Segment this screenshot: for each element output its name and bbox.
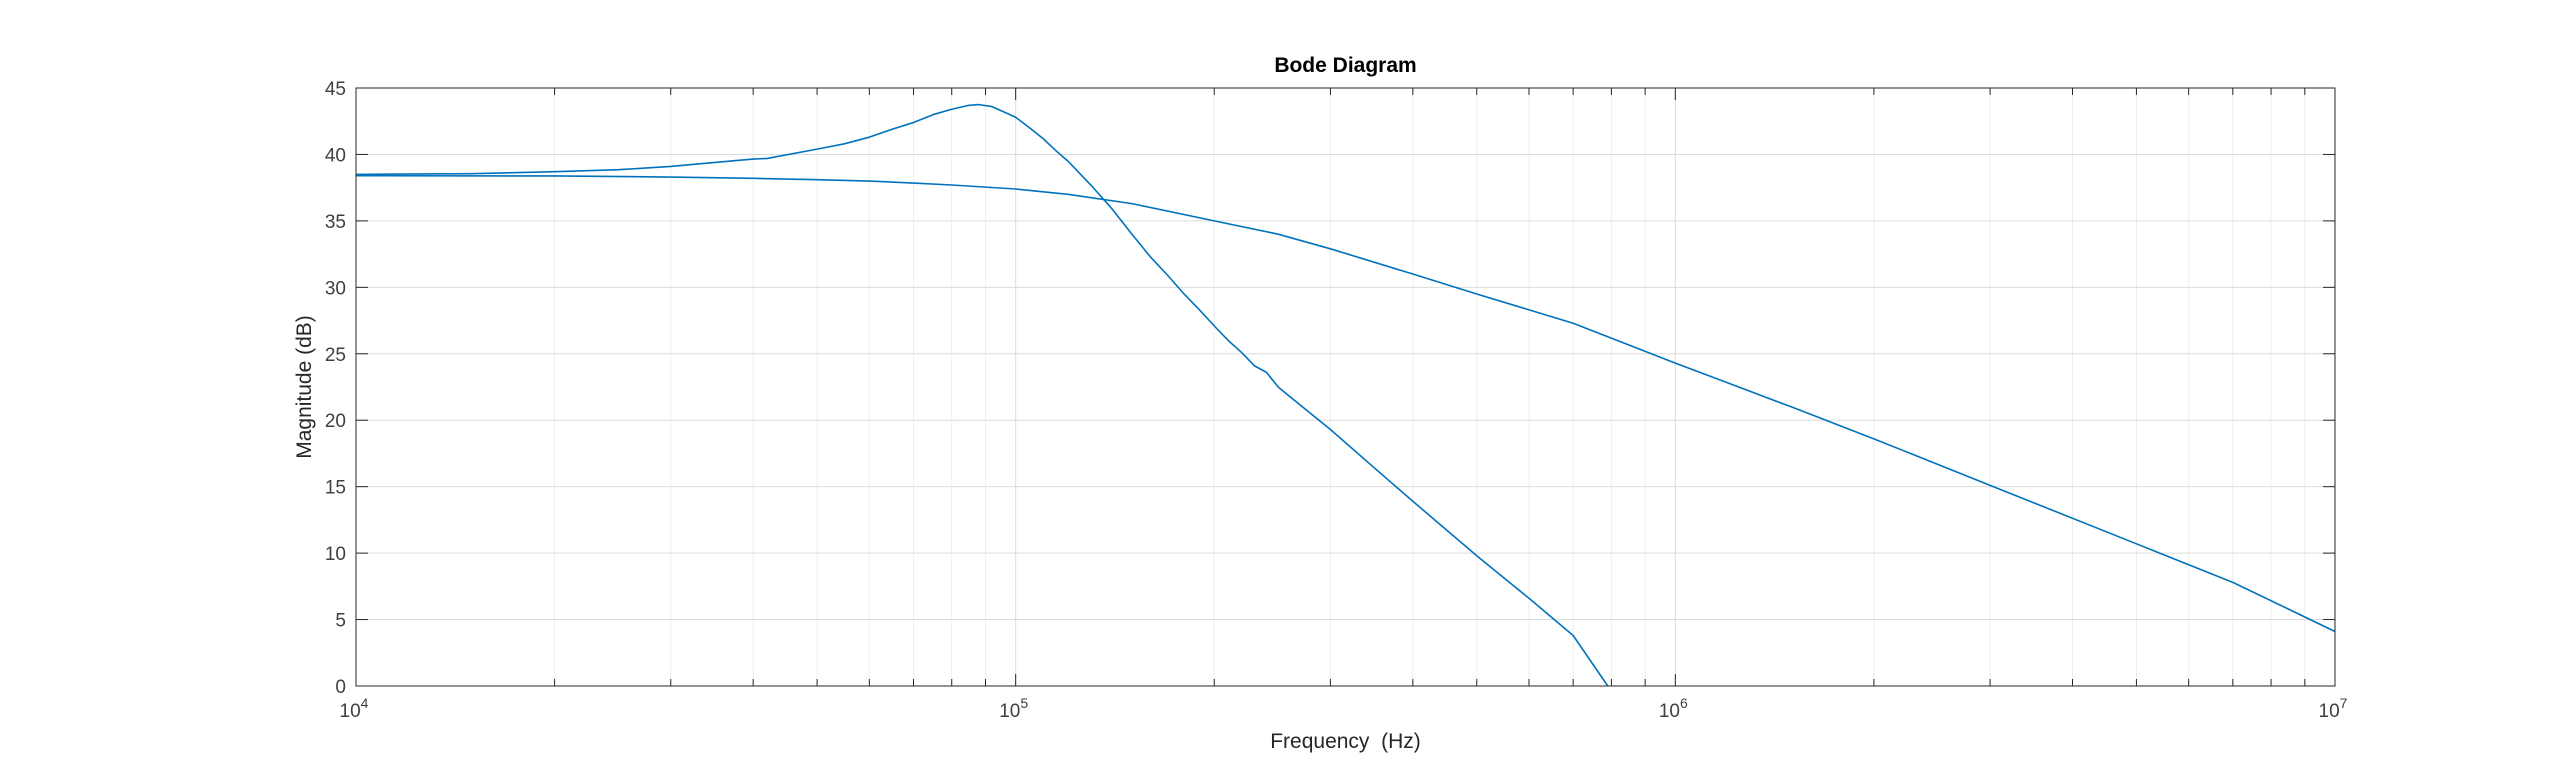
y-tick-label: 15 [325,478,346,499]
y-tick-label: 25 [325,345,346,366]
y-tick-label: 35 [325,212,346,233]
x-axis-label: Frequency (Hz) [1270,730,1421,753]
x-tick-labels: 104 105 106 107 [340,695,2348,722]
y-axis-label: Magnitude (dB) [293,315,316,459]
y-tick-label: 40 [325,145,346,166]
plot-area [356,88,2335,686]
y-tick-label: 0 [335,677,346,698]
y-tick-label: 10 [325,544,346,565]
y-tick-label: 5 [335,611,346,632]
minor-grid [554,88,2306,686]
series-line-1 [355,103,1609,687]
tick-marks [355,87,2336,687]
y-tick-labels: 0 5 10 15 20 25 30 35 40 45 [325,79,346,698]
y-tick-label: 20 [325,411,346,432]
chart-title: Bode Diagram [1274,54,1416,77]
series-layer [355,103,2336,687]
x-tick-label: 105 [999,695,1028,722]
plot-frame [355,87,2336,687]
series-line-2 [355,174,2336,633]
y-tick-label: 30 [325,278,346,299]
x-tick-label: 104 [340,695,369,722]
x-tick-label: 107 [2319,695,2348,722]
y-tick-label: 45 [325,79,346,100]
x-tick-label: 106 [1659,695,1688,722]
